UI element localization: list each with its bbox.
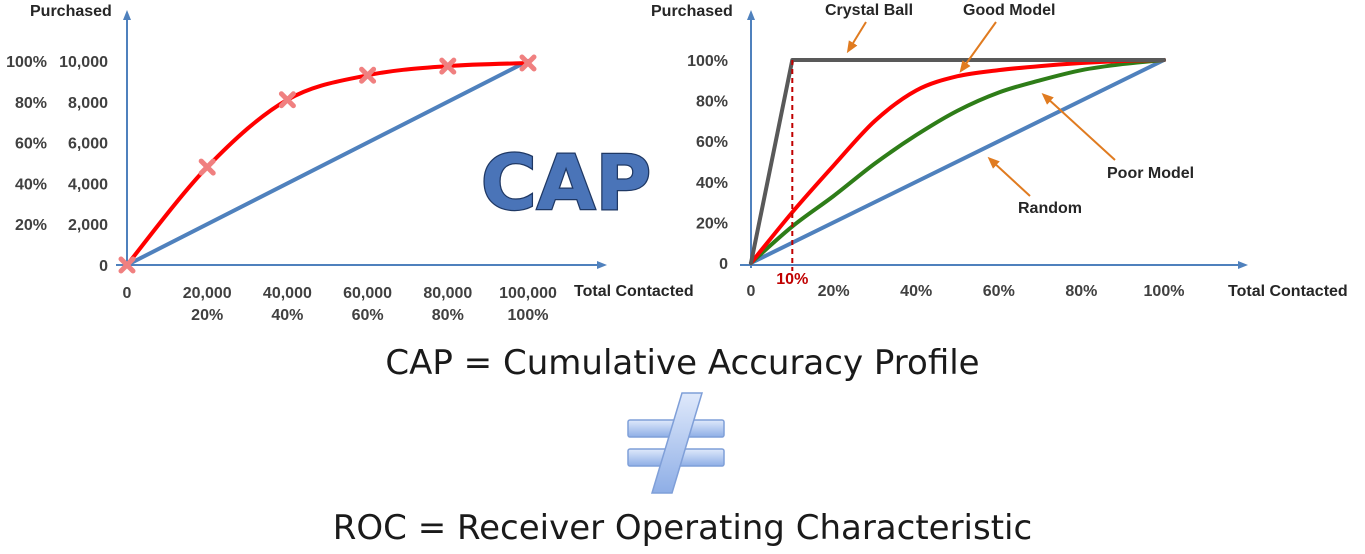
right-y-tick-label: 20% — [696, 215, 728, 232]
left-model-point-marker — [278, 91, 296, 109]
left-model-point-marker — [198, 158, 216, 176]
left-model-point-marker — [359, 66, 377, 84]
right-y-ticks: 0 20% 40% 60% 80% 100% — [687, 53, 728, 273]
left-series — [118, 54, 537, 274]
left-y-tick-pct-label: 100% — [6, 54, 47, 71]
left-y-ticks: 0 2,000 20% 4,000 40% 6,000 60% 8,000 80% 10,000 1… — [6, 54, 108, 275]
left-x-tick-label: 20,000 — [183, 285, 232, 302]
right-y-tick-label: 80% — [696, 94, 728, 111]
right-x-tick-label: 80% — [1065, 283, 1097, 300]
poor-model-label: Poor Model — [1107, 165, 1194, 182]
right-y-tick-label: 40% — [696, 175, 728, 192]
left-y-tick-pct-label: 80% — [15, 95, 47, 112]
left-y-tick-pct-label: 20% — [15, 217, 47, 234]
left-x-tick-label: 100,000 — [499, 285, 557, 302]
right-good-model-line — [749, 58, 1166, 265]
left-x-tick-pct-label: 100% — [508, 307, 549, 324]
poor-model-arrow — [1041, 92, 1116, 161]
left-cap-chart: 0 2,000 20% 4,000 40% 6,000 60% 8,000 80% 10,000 1… — [6, 3, 694, 324]
left-x-tick-pct-label: 60% — [352, 307, 384, 324]
left-y-tick-label: 0 — [99, 258, 108, 275]
left-x-ticks: 0 20,000 20% 40,000 40% 60,000 60% 80,000 80% 100… — [123, 285, 557, 324]
left-random-line — [125, 59, 530, 267]
left-y-tick-label: 10,000 — [59, 54, 108, 71]
left-model-point-marker — [118, 256, 136, 274]
left-y-tick-label: 8,000 — [68, 95, 108, 112]
right-x-tick-label: 100% — [1144, 283, 1185, 300]
right-x-tick-label: 40% — [900, 283, 932, 300]
cap-definition-caption: CAP = Cumulative Accuracy Profile — [385, 343, 980, 383]
cap-title-graphic: CAP — [481, 138, 651, 227]
right-series — [749, 58, 1166, 265]
right-y-tick-label: 0 — [719, 256, 728, 273]
good-model-label: Good Model — [963, 2, 1055, 19]
right-x-tick-label: 0 — [747, 283, 756, 300]
right-poor-model-line — [749, 58, 1166, 265]
left-model-point-marker — [439, 57, 457, 75]
left-x-tick-label: 60,000 — [343, 285, 392, 302]
not-equal-icon — [627, 392, 725, 494]
left-x-tick-pct-label: 40% — [271, 307, 303, 324]
right-random-line — [749, 58, 1166, 265]
left-y-tick-label: 2,000 — [68, 217, 108, 234]
left-x-tick-pct-label: 20% — [191, 307, 223, 324]
right-x-ticks: 0 20% 40% 60% 80% 100% — [747, 283, 1185, 300]
left-x-tick-label: 0 — [123, 285, 132, 302]
right-cap-chart: 020%40%60%80%100% 0 20% 40% 60% 80% 100% 10% … — [651, 2, 1348, 300]
right-y-tick-label: 100% — [687, 53, 728, 70]
left-x-axis-title: Total Contacted — [574, 283, 694, 300]
right-y-tick-label: 60% — [696, 134, 728, 151]
cutoff-marker: 10% — [776, 60, 808, 288]
good-model-arrow — [959, 21, 997, 73]
cutoff-label: 10% — [776, 271, 808, 288]
crystal-ball-label: Crystal Ball — [825, 2, 913, 19]
left-y-tick-label: 4,000 — [68, 176, 108, 193]
left-x-tick-label: 80,000 — [423, 285, 472, 302]
crystal-ball-arrow — [846, 21, 867, 54]
right-x-tick-label: 60% — [983, 283, 1015, 300]
right-x-tick-label: 20% — [818, 283, 850, 300]
left-x-tick-label: 40,000 — [263, 285, 312, 302]
left-model-point-marker — [519, 54, 537, 72]
left-y-axis-title: Purchased — [30, 3, 112, 20]
left-y-tick-pct-label: 60% — [15, 136, 47, 153]
roc-definition-caption: ROC = Receiver Operating Characteristic — [332, 508, 1033, 548]
right-y-axis-title: Purchased — [651, 3, 733, 20]
random-arrow — [987, 156, 1031, 197]
left-y-tick-pct-label: 40% — [15, 176, 47, 193]
left-x-tick-pct-label: 80% — [432, 307, 464, 324]
right-x-axis-title: Total Contacted — [1228, 283, 1348, 300]
random-label: Random — [1018, 200, 1082, 217]
left-y-tick-label: 6,000 — [68, 136, 108, 153]
